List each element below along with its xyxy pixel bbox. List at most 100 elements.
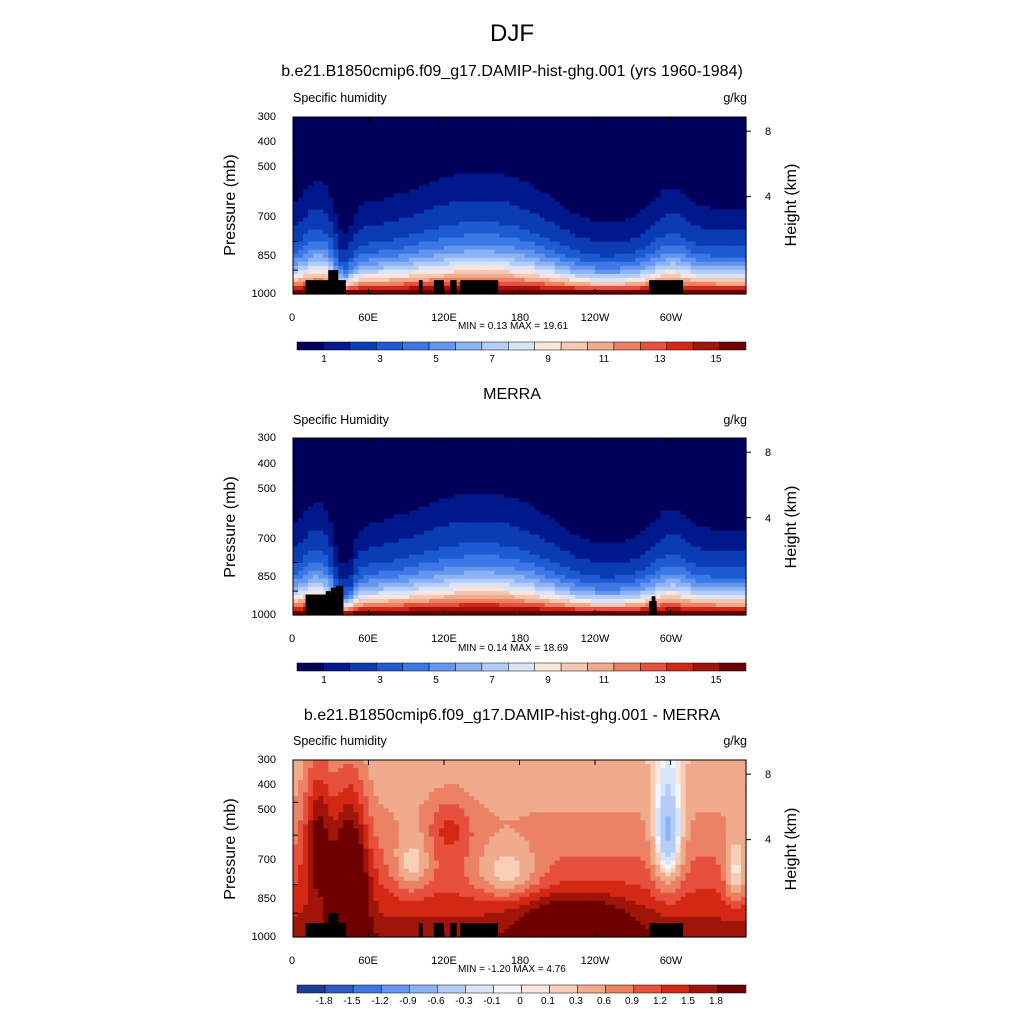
field-cell [433, 201, 440, 207]
field-cell [343, 442, 349, 447]
field-cell [318, 257, 324, 263]
field-cell [740, 273, 747, 279]
field-cell [388, 269, 395, 275]
field-cell [393, 161, 400, 166]
field-cell [514, 205, 521, 211]
field-cell [680, 261, 687, 267]
field-cell [595, 454, 601, 459]
field-cell [589, 237, 596, 243]
field-cell [625, 253, 631, 259]
field-cell [449, 209, 455, 215]
field-cell [343, 221, 349, 227]
field-cell [630, 450, 636, 455]
field-cell [363, 205, 370, 211]
field-cell [705, 466, 712, 471]
field-cell [343, 466, 349, 471]
field-cell [373, 281, 380, 287]
field-cell [655, 161, 662, 166]
field-cell [720, 209, 727, 215]
field-cell [464, 217, 470, 223]
field-cell [640, 249, 646, 255]
field-cell [489, 257, 495, 263]
field-cell [549, 181, 556, 186]
field-cell [690, 237, 697, 243]
field-cell [720, 145, 727, 150]
field-cell [685, 261, 692, 267]
field-cell [680, 221, 687, 227]
field-cell [403, 185, 410, 191]
terrain-block [305, 280, 346, 294]
field-cell [398, 197, 405, 203]
field-cell [625, 462, 631, 467]
field-cell [328, 213, 334, 219]
field-cell [464, 454, 470, 459]
field-cell [423, 149, 430, 154]
field-cell [403, 470, 410, 475]
field-cell [605, 181, 611, 186]
field-cell [464, 470, 470, 475]
field-cell [589, 181, 596, 186]
field-cell [529, 466, 536, 471]
field-cell [695, 153, 702, 158]
field-cell [438, 173, 445, 178]
field-cell [544, 173, 551, 178]
field-cell [534, 285, 541, 291]
field-cell [343, 161, 349, 166]
field-cell [615, 285, 621, 291]
field-cell [574, 261, 581, 267]
field-cell [720, 193, 727, 199]
field-cell [685, 117, 692, 122]
field-cell [600, 173, 606, 178]
field-cell [670, 193, 677, 199]
colorbar-box [323, 341, 351, 351]
x-tick-label: 60E [358, 955, 378, 967]
field-cell [519, 205, 526, 211]
field-cell [660, 257, 667, 263]
field-cell [635, 458, 641, 463]
field-cell [655, 237, 662, 243]
field-cell [418, 125, 425, 130]
field-cell [378, 277, 385, 283]
field-cell [584, 265, 591, 271]
field-cell [660, 261, 667, 267]
field-cell [544, 165, 551, 170]
field-cell [353, 185, 360, 191]
field-cell [625, 474, 631, 479]
field-cell [620, 185, 626, 191]
field-cell [655, 462, 662, 467]
field-cell [368, 137, 375, 142]
field-cell [730, 133, 737, 138]
field-cell [444, 185, 450, 191]
field-cell [398, 249, 405, 255]
field-cell [549, 133, 556, 138]
field-cell [700, 261, 707, 267]
field-cell [303, 189, 309, 195]
field-cell [433, 117, 440, 122]
field-cell [413, 241, 420, 247]
field-cell [584, 229, 591, 235]
field-cell [685, 265, 692, 271]
field-cell [650, 241, 656, 247]
field-cell [464, 117, 470, 122]
field-cell [418, 129, 425, 134]
field-cell [554, 221, 561, 227]
field-cell [438, 205, 445, 211]
field-cell [514, 466, 521, 471]
field-cell [554, 189, 561, 195]
field-cell [408, 177, 415, 182]
field-cell [534, 129, 541, 134]
field-cell [635, 241, 641, 247]
field-cell [710, 145, 717, 150]
field-cell [549, 177, 556, 182]
field-cell [705, 193, 712, 199]
field-cell [383, 241, 390, 247]
field-cell [645, 442, 651, 447]
field-cell [579, 217, 586, 223]
field-cell [554, 438, 561, 443]
field-cell [710, 257, 717, 263]
field-cell [715, 213, 722, 219]
field-cell [589, 458, 596, 463]
field-cell [640, 225, 646, 231]
field-cell [293, 149, 299, 154]
field-cell [559, 181, 566, 186]
